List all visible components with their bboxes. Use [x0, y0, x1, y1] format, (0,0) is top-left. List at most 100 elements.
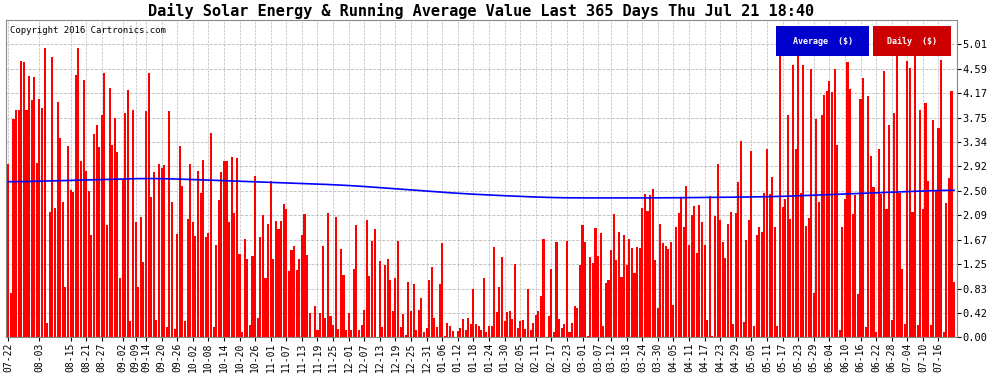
Bar — [290, 250, 292, 337]
Bar — [186, 219, 189, 337]
Bar — [122, 180, 124, 337]
Bar — [171, 201, 173, 337]
Bar — [381, 327, 383, 337]
Bar — [415, 330, 417, 337]
Bar — [85, 171, 87, 337]
Bar — [483, 278, 485, 337]
Bar — [940, 60, 942, 337]
Bar — [428, 280, 431, 337]
Bar — [194, 236, 196, 337]
Bar — [610, 250, 612, 337]
Bar — [371, 240, 373, 337]
Bar — [117, 152, 119, 337]
Bar — [456, 331, 458, 337]
Bar — [626, 265, 628, 337]
Bar — [917, 326, 919, 337]
Bar — [670, 242, 672, 337]
Bar — [925, 103, 927, 337]
Bar — [859, 99, 861, 337]
Bar — [912, 211, 914, 337]
Bar — [735, 213, 737, 337]
Bar — [781, 207, 784, 337]
Bar — [740, 141, 742, 337]
Bar — [714, 216, 716, 337]
Bar — [254, 176, 256, 337]
Bar — [712, 336, 714, 337]
Bar — [906, 61, 909, 337]
Bar — [795, 149, 797, 337]
Bar — [933, 120, 935, 337]
Bar — [810, 69, 812, 337]
Bar — [114, 118, 116, 337]
Bar — [330, 316, 332, 337]
Bar — [119, 278, 121, 337]
Bar — [742, 322, 744, 337]
Bar — [677, 213, 680, 337]
Bar — [504, 321, 506, 337]
Bar — [629, 240, 631, 337]
Bar — [431, 267, 433, 337]
Bar — [870, 156, 872, 337]
Bar — [207, 234, 210, 337]
Bar — [888, 125, 890, 337]
Bar — [434, 318, 436, 337]
Bar — [517, 328, 519, 337]
Bar — [522, 320, 524, 337]
Bar — [792, 65, 794, 337]
Bar — [904, 324, 906, 337]
Bar — [54, 208, 56, 337]
Bar — [462, 319, 464, 337]
Bar — [755, 236, 757, 337]
Bar — [44, 48, 46, 337]
Bar — [444, 336, 446, 337]
Bar — [538, 311, 540, 337]
Bar — [594, 228, 597, 337]
Bar — [563, 324, 565, 337]
Bar — [747, 220, 749, 337]
Bar — [10, 293, 12, 337]
Bar — [130, 321, 132, 337]
Bar — [704, 244, 706, 337]
Bar — [189, 164, 191, 337]
Bar — [179, 146, 181, 337]
Bar — [413, 284, 415, 337]
Bar — [397, 242, 399, 337]
Bar — [698, 206, 701, 337]
Bar — [511, 319, 514, 337]
Bar — [857, 294, 859, 337]
Bar — [363, 310, 365, 337]
Bar — [818, 202, 820, 337]
Bar — [530, 330, 532, 337]
Bar — [808, 218, 810, 337]
Bar — [111, 145, 113, 337]
Bar — [192, 222, 194, 337]
Bar — [259, 237, 261, 337]
Bar — [774, 227, 776, 337]
Bar — [340, 249, 342, 337]
Bar — [945, 203, 947, 337]
Bar — [942, 332, 944, 337]
Bar — [93, 134, 95, 337]
Bar — [873, 26, 951, 57]
Bar — [914, 51, 916, 337]
Bar — [849, 89, 851, 337]
Bar — [148, 73, 149, 337]
Bar — [950, 91, 952, 337]
Bar — [277, 229, 279, 337]
Bar — [355, 225, 357, 337]
Text: Copyright 2016 Cartronics.com: Copyright 2016 Cartronics.com — [11, 26, 166, 35]
Bar — [140, 217, 142, 337]
Bar — [72, 192, 74, 337]
Bar — [646, 211, 648, 337]
Bar — [210, 133, 212, 337]
Bar — [145, 111, 148, 337]
Bar — [823, 95, 826, 337]
Bar — [317, 330, 319, 337]
Bar — [234, 213, 236, 337]
Bar — [205, 237, 207, 337]
Bar — [581, 225, 583, 337]
Bar — [350, 330, 352, 337]
Bar — [576, 308, 578, 337]
Bar — [389, 280, 391, 337]
Bar — [947, 178, 950, 337]
